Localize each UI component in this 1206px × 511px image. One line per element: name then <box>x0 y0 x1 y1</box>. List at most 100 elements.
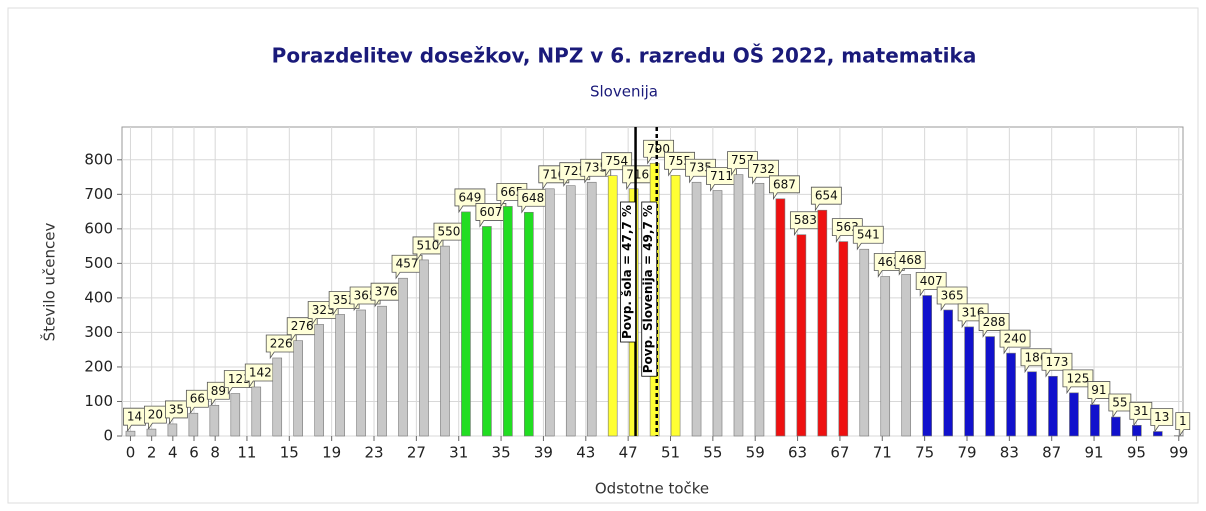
bar <box>817 209 828 437</box>
data-label: 550 <box>438 225 461 239</box>
data-label: 687 <box>773 177 796 191</box>
data-label: 649 <box>458 190 481 204</box>
label-callout <box>1108 393 1132 419</box>
x-tick-label: 6 <box>189 444 199 462</box>
label-callout <box>454 188 486 214</box>
bar <box>209 404 220 437</box>
label-callout <box>769 175 800 201</box>
label-callout <box>1129 401 1153 427</box>
bar <box>880 276 891 437</box>
data-label: 365 <box>941 288 964 302</box>
label-callout <box>936 286 968 312</box>
label-callout <box>1041 352 1073 378</box>
data-label: 125 <box>1066 371 1089 385</box>
bar <box>544 188 555 437</box>
x-tick-label: 19 <box>322 444 341 462</box>
data-label: 732 <box>752 162 775 176</box>
bar <box>524 211 534 437</box>
y-tick-label: 100 <box>84 392 113 410</box>
label-callout <box>1087 381 1111 406</box>
data-label: 55 <box>1112 396 1127 410</box>
bar <box>607 175 618 437</box>
data-label: 226 <box>270 336 293 350</box>
bar <box>838 241 849 437</box>
reference-label: Povp. Slovenija = 49,7 % <box>641 205 655 373</box>
bar <box>272 357 283 437</box>
y-tick-label: 600 <box>84 219 113 237</box>
data-label: 31 <box>1133 404 1148 418</box>
label-callout <box>664 151 695 177</box>
label-callout <box>957 303 989 329</box>
bar <box>859 248 870 437</box>
data-label: 35 <box>169 402 184 416</box>
bar <box>1111 416 1121 437</box>
x-tick-label: 35 <box>492 444 511 462</box>
bar <box>796 234 807 437</box>
data-label: 754 <box>605 154 628 168</box>
x-tick-label: 31 <box>449 444 468 462</box>
y-tick-label: 800 <box>84 150 113 168</box>
bar <box>356 309 366 437</box>
bar <box>461 211 471 437</box>
data-label: 173 <box>1046 355 1069 369</box>
bar <box>125 430 136 437</box>
x-tick-label: 55 <box>703 444 722 462</box>
bar <box>691 181 702 437</box>
data-label: 14 <box>127 410 142 424</box>
label-callout <box>1062 369 1094 395</box>
x-tick-label: 23 <box>364 444 383 462</box>
label-callout <box>643 139 675 165</box>
bar <box>1048 375 1058 437</box>
bar <box>1027 371 1037 437</box>
x-tick-label: 79 <box>957 444 976 462</box>
x-tick-label: 75 <box>915 444 934 462</box>
label-callout <box>748 159 779 185</box>
data-label: 510 <box>417 238 440 252</box>
label-callout <box>391 254 423 280</box>
bar <box>733 174 744 437</box>
x-tick-label: 59 <box>746 444 765 462</box>
data-label: 142 <box>249 365 272 379</box>
data-label: 288 <box>983 315 1006 329</box>
x-tick-label: 47 <box>619 444 638 462</box>
bar <box>398 277 408 437</box>
bar <box>922 295 932 437</box>
data-label: 240 <box>1004 332 1027 346</box>
x-tick-label: 2 <box>147 444 157 462</box>
label-callout <box>706 167 737 192</box>
bar <box>146 428 157 437</box>
label-callout <box>831 218 863 243</box>
data-label: 89 <box>211 384 226 398</box>
x-tick-label: 27 <box>407 444 426 462</box>
label-callout <box>685 158 716 184</box>
x-tick-label: 4 <box>168 444 178 462</box>
data-label: 711 <box>710 169 733 183</box>
y-tick-label: 300 <box>84 323 113 341</box>
data-label: 648 <box>521 191 544 205</box>
label-callout <box>999 329 1031 355</box>
data-label: 468 <box>899 253 922 267</box>
bar <box>377 305 387 437</box>
reference-label-box <box>641 201 658 377</box>
bar <box>419 259 429 437</box>
bar <box>482 226 492 437</box>
bar <box>565 185 576 437</box>
label-callout <box>915 272 947 297</box>
data-label: 66 <box>190 392 205 406</box>
x-tick-label: 0 <box>126 444 136 462</box>
bar <box>188 412 199 437</box>
x-tick-label: 43 <box>576 444 595 462</box>
x-tick-label: 99 <box>1169 444 1188 462</box>
y-tick-label: 700 <box>84 185 113 203</box>
data-label: 407 <box>920 274 943 288</box>
data-label: 1 <box>1179 414 1187 428</box>
bar <box>943 309 953 437</box>
bar <box>440 245 450 437</box>
bar <box>964 326 974 437</box>
x-tick-label: 83 <box>1000 444 1019 462</box>
data-label: 541 <box>857 228 880 242</box>
data-label: 457 <box>396 257 419 271</box>
data-label: 20 <box>148 408 163 422</box>
x-tick-label: 51 <box>661 444 680 462</box>
data-label: 583 <box>794 213 817 227</box>
